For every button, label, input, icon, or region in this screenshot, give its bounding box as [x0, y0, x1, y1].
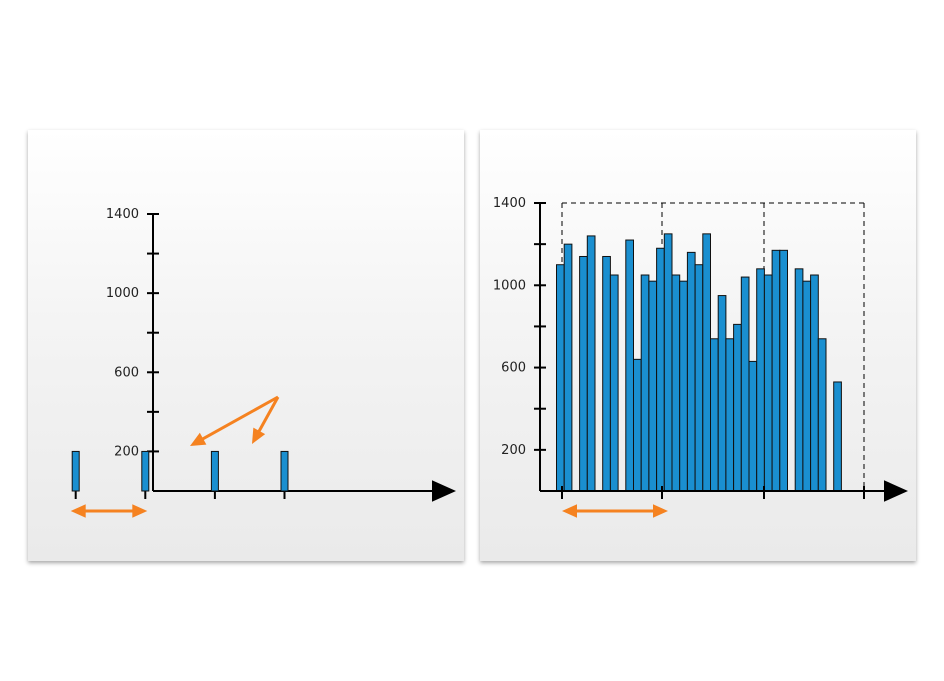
bar: [656, 247, 665, 492]
bar: [748, 360, 758, 492]
bar: [556, 264, 565, 492]
bar: [280, 450, 289, 492]
bar: [602, 255, 611, 492]
bar: [725, 338, 735, 492]
bar: [579, 255, 588, 492]
right-chart: 1400 1000 600 200: [493, 196, 908, 518]
bar: [671, 274, 681, 492]
bar: [817, 338, 827, 492]
right-panel: 1400 1000 600 200: [480, 130, 916, 561]
y-tick-label: 1000: [106, 286, 139, 301]
left-chart: 1400 1000 600 200: [70, 207, 456, 518]
bar: [740, 276, 750, 492]
bar: [640, 274, 650, 492]
window-arrow-head-right: [653, 504, 668, 518]
y-tick-label: 1400: [106, 207, 139, 222]
y-tick-label: 600: [114, 365, 139, 380]
x-axis-arrowhead: [432, 480, 456, 502]
pointer-arrow-second-bar-shaft: [256, 396, 280, 435]
bar: [71, 450, 80, 492]
bar: [702, 233, 712, 492]
bar: [794, 268, 804, 492]
bar: [771, 249, 781, 492]
bar: [633, 358, 642, 492]
bar: [686, 251, 696, 492]
bar: [733, 323, 742, 492]
x-axis-arrowhead: [884, 480, 908, 502]
y-tick-label: 1000: [493, 278, 526, 293]
bar: [694, 264, 704, 492]
spacing-arrow-head-right: [132, 504, 148, 518]
y-tick-label: 200: [114, 444, 139, 459]
bar: [563, 243, 573, 492]
bar: [779, 249, 788, 492]
left-panel: 1400 1000 600 200: [28, 130, 464, 561]
pointer-arrow-first-bar-head: [190, 432, 207, 446]
bar: [756, 268, 765, 492]
y-tick-label: 1400: [493, 196, 526, 211]
y-tick-label: 200: [501, 443, 526, 458]
y-tick-label: 600: [501, 361, 526, 376]
bar: [679, 280, 688, 492]
bar: [802, 280, 812, 492]
bar: [648, 280, 658, 492]
bar: [586, 235, 596, 492]
pointer-arrow-first-bar-shaft: [199, 395, 279, 442]
bar: [609, 274, 619, 492]
bar: [625, 239, 635, 492]
spacing-arrow-head-left: [70, 504, 86, 518]
bar: [710, 338, 719, 492]
window-arrow-head-left: [562, 504, 577, 518]
bar: [717, 295, 727, 492]
bar: [141, 450, 150, 492]
bar: [833, 381, 842, 492]
bar: [810, 274, 819, 492]
bar: [663, 233, 673, 492]
bar: [210, 450, 219, 492]
bar: [763, 274, 773, 492]
pointer-arrow-second-bar-head: [252, 427, 266, 444]
